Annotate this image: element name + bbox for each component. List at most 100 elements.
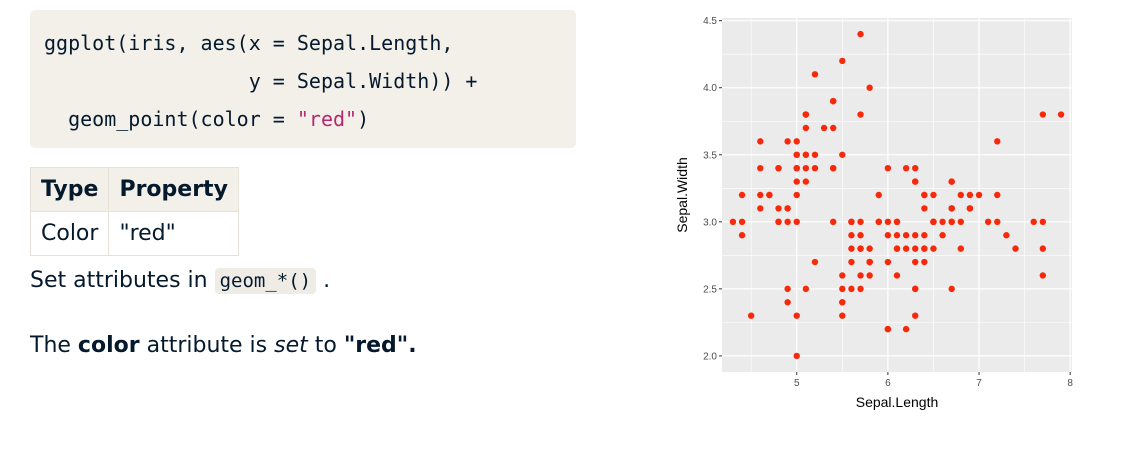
data-point [893, 218, 901, 226]
data-point [912, 258, 919, 266]
data-point [866, 245, 873, 252]
data-point [757, 138, 764, 145]
grid-lines [722, 18, 1072, 372]
data-point [793, 151, 800, 158]
data-point [857, 272, 864, 279]
data-point [939, 218, 946, 226]
data-point [912, 312, 919, 319]
table-header-property: Property [108, 167, 239, 212]
data-point [811, 151, 819, 158]
data-point [948, 285, 955, 293]
data-point [1039, 218, 1047, 226]
data-point [866, 84, 873, 91]
data-point [1030, 218, 1037, 226]
data-point [912, 232, 919, 239]
data-point [1057, 111, 1065, 118]
data-point [957, 218, 965, 226]
data-point [902, 245, 910, 252]
table-header-type: Type [29, 167, 110, 212]
table-cell-property: "red" [108, 211, 239, 256]
axes: 5 6 7 8 2.0 2.5 3.0 3.5 4.0 4.5 [703, 16, 1073, 389]
data-points [729, 30, 1065, 360]
data-point [729, 218, 737, 226]
data-point [912, 245, 919, 252]
data-point [829, 164, 837, 172]
data-point [738, 232, 746, 239]
data-point [793, 164, 800, 172]
data-point [966, 205, 974, 212]
data-point [866, 272, 873, 279]
data-point [912, 164, 919, 172]
data-point [829, 218, 837, 226]
data-point [738, 191, 746, 199]
data-point [848, 285, 855, 293]
data-point [793, 218, 800, 226]
data-point [893, 245, 901, 252]
data-point [884, 325, 892, 333]
code-line-2: y = Sepal.Width)) + [44, 69, 478, 93]
data-point [1039, 111, 1047, 118]
data-point [811, 164, 819, 172]
code-line-3: geom_point(color = "red") [44, 100, 576, 138]
y-tick-label: 4.0 [703, 83, 717, 94]
data-point [1039, 245, 1047, 252]
data-point [984, 218, 992, 226]
data-point [921, 258, 928, 266]
plot-panel [722, 18, 1072, 372]
data-point [848, 232, 855, 239]
y-axis-label: Sepal.Width [674, 157, 690, 232]
table-header-row: Type Property [29, 167, 239, 212]
data-point [793, 191, 800, 199]
data-point [775, 218, 782, 226]
color-text-part3: to [307, 333, 344, 358]
data-point [802, 151, 810, 158]
data-point [921, 232, 928, 239]
data-point [921, 245, 928, 252]
data-point [829, 97, 837, 105]
x-tick-label: 8 [1067, 378, 1073, 389]
y-tick-label: 2.0 [703, 351, 717, 362]
data-point [839, 272, 846, 279]
data-point [784, 285, 791, 293]
x-tick-label: 6 [885, 378, 891, 389]
data-point [921, 191, 928, 199]
data-point [848, 258, 855, 266]
data-point [948, 218, 955, 226]
data-point [857, 232, 864, 239]
data-point [839, 285, 846, 293]
data-point [802, 124, 810, 132]
inline-code-geom: geom_*() [214, 268, 317, 294]
data-point [902, 232, 910, 239]
data-point [994, 191, 1001, 199]
data-point [930, 191, 937, 199]
set-attr-prefix: Set attributes in [30, 268, 215, 293]
data-point [757, 191, 764, 199]
data-point [957, 191, 965, 199]
code-line-1: ggplot(iris, aes(x = Sepal.Length, [44, 31, 454, 55]
table-row: Color "red" [29, 211, 239, 256]
data-point [784, 138, 791, 145]
color-text-value: "red". [343, 333, 417, 358]
y-tick-label: 2.5 [703, 284, 717, 295]
data-point [848, 245, 855, 252]
data-point [975, 191, 983, 199]
data-point [829, 124, 837, 132]
data-point [793, 312, 800, 319]
set-attributes-text: Set attributes in geom_*() . [30, 268, 330, 294]
data-point [857, 218, 864, 226]
data-point [802, 111, 810, 118]
data-point [957, 245, 965, 252]
data-point [912, 178, 919, 185]
data-point [793, 352, 800, 360]
color-text-part1: The [30, 333, 78, 358]
y-tick-label: 4.5 [703, 16, 717, 27]
code-block: ggplot(iris, aes(x = Sepal.Length, y = S… [30, 10, 576, 148]
color-text-bold: color [77, 333, 140, 358]
data-point [775, 164, 782, 172]
data-point [884, 232, 892, 239]
data-point [1003, 232, 1010, 239]
data-point [757, 164, 764, 172]
data-point [912, 285, 919, 293]
data-point [994, 218, 1001, 226]
data-point [893, 272, 901, 279]
